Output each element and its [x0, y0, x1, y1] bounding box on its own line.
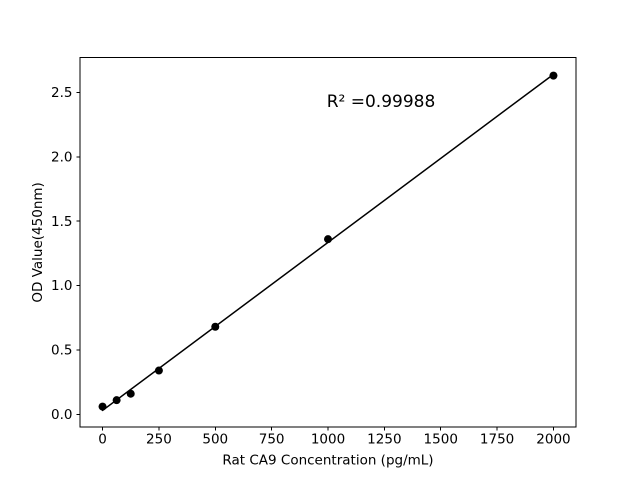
y-tick-label: 1.0 — [51, 278, 72, 294]
x-tick-label: 500 — [202, 432, 228, 448]
plot-border — [79, 57, 577, 428]
y-tick-label: 0.0 — [51, 407, 72, 423]
y-tick-label: 0.5 — [51, 343, 72, 359]
y-tick-label: 2.5 — [51, 85, 72, 101]
x-tick-label: 2000 — [536, 432, 570, 448]
data-series — [98, 71, 558, 412]
x-tick-label: 1250 — [367, 432, 401, 448]
data-point — [549, 71, 558, 80]
r-squared-annotation: R² =0.99988 — [327, 92, 436, 112]
x-tick-label: 250 — [146, 432, 172, 448]
data-point — [211, 322, 220, 331]
y-tick-label: 2.0 — [51, 149, 72, 165]
x-tick-label: 1750 — [480, 432, 514, 448]
x-tick-label: 1500 — [424, 432, 458, 448]
y-tick-label: 1.5 — [51, 214, 72, 230]
data-point — [126, 389, 135, 398]
x-tick-label: 1000 — [311, 432, 345, 448]
data-point — [324, 235, 332, 244]
data-point — [98, 402, 107, 411]
x-axis-ticks: 0 250 500 750 1000 1250 1500 1750 2000 — [98, 427, 571, 448]
data-point — [112, 396, 121, 405]
y-axis-ticks: 0.0 0.5 1.0 1.5 2.0 2.5 — [51, 85, 80, 423]
y-axis-label: OD Value(450nm) — [30, 182, 46, 302]
data-point — [154, 366, 163, 375]
x-tick-label: 750 — [259, 432, 285, 448]
x-tick-label: 0 — [98, 432, 107, 448]
x-axis-label: Rat CA9 Concentration (pg/mL) — [222, 453, 433, 469]
